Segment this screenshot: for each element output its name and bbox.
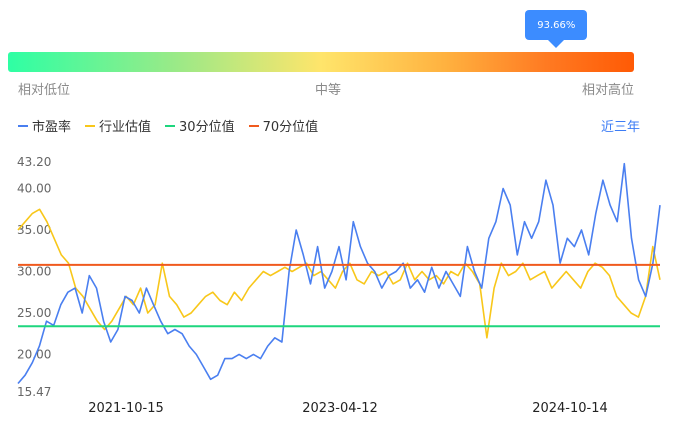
y-tick-label: 20.00 <box>17 347 51 361</box>
industry-valuation-line <box>17 208 661 339</box>
y-tick-label: 25.00 <box>17 306 51 320</box>
y-tick-label: 43.20 <box>17 155 51 169</box>
x-tick-label: 2021-10-15 <box>88 401 164 416</box>
percentile-tooltip-text: 93.66% <box>537 19 576 31</box>
period-selector[interactable]: 近三年 <box>600 120 640 135</box>
y-tick-label: 15.47 <box>17 385 51 399</box>
legend-item-p30[interactable]: 30分位值 <box>165 116 235 135</box>
legend-swatch <box>248 124 259 127</box>
gauge-low-label: 相对低位 <box>18 83 71 98</box>
gauge-mid-label: 中等 <box>315 83 342 98</box>
y-tick-label: 40.00 <box>17 182 51 196</box>
legend-swatch <box>18 124 28 127</box>
pe-ratio-line <box>17 162 661 385</box>
y-tick-label: 35.00 <box>17 223 51 237</box>
legend-item-p70[interactable]: 70分位值 <box>248 116 319 135</box>
gauge-high-label: 相对高位 <box>582 83 635 98</box>
percentile-tooltip: 93.66% <box>525 10 588 48</box>
x-tick-label: 2023-04-12 <box>302 401 378 416</box>
legend-label: 市盈率 <box>32 120 72 135</box>
legend-item-industry[interactable]: 行业估值 <box>85 116 151 135</box>
y-tick-label: 30.00 <box>17 264 51 278</box>
legend-label: 行业估值 <box>99 120 152 135</box>
x-tick-label: 2024-10-14 <box>532 401 608 416</box>
legend-label: 70分位值 <box>262 120 319 135</box>
chart-legend: 市盈率 行业估值 30分位值 70分位值 <box>18 116 318 135</box>
legend-swatch <box>85 124 96 127</box>
legend-swatch <box>165 124 176 127</box>
gauge-gradient-bar <box>8 52 634 72</box>
legend-item-pe[interactable]: 市盈率 <box>18 116 71 135</box>
percentile-gauge <box>8 52 634 72</box>
legend-label: 30分位值 <box>179 120 235 135</box>
